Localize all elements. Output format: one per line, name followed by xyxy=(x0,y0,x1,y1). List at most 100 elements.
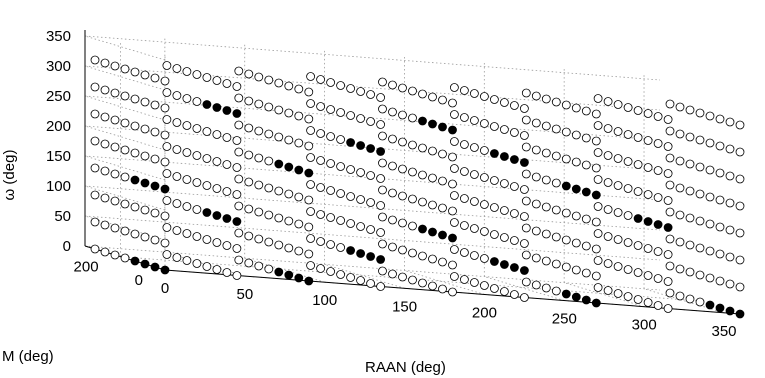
selected-point xyxy=(150,181,160,191)
data-point xyxy=(408,140,417,150)
data-point xyxy=(254,72,264,82)
data-point xyxy=(408,167,417,177)
data-point xyxy=(274,78,284,88)
data-point xyxy=(234,147,244,157)
data-point xyxy=(448,206,457,216)
data-point xyxy=(499,179,509,188)
data-point xyxy=(541,202,551,212)
data-point xyxy=(378,158,387,168)
data-point xyxy=(202,235,212,244)
data-point xyxy=(735,147,745,157)
data-point xyxy=(182,202,192,211)
data-point xyxy=(244,177,254,187)
data-point xyxy=(448,260,457,270)
data-point xyxy=(521,277,531,287)
data-point xyxy=(499,233,509,242)
data-point xyxy=(469,143,479,152)
data-point xyxy=(192,124,202,133)
data-point xyxy=(695,216,705,226)
data-point xyxy=(234,66,244,76)
data-point xyxy=(140,97,150,107)
data-point xyxy=(140,205,150,215)
data-point xyxy=(150,100,160,110)
data-point xyxy=(378,131,387,141)
data-point xyxy=(735,174,745,184)
selected-point xyxy=(499,152,509,161)
selected-point xyxy=(428,227,437,237)
data-point xyxy=(653,166,663,175)
data-point xyxy=(182,175,192,184)
data-point xyxy=(90,109,100,119)
data-point xyxy=(725,225,735,235)
data-point xyxy=(449,164,459,173)
data-point xyxy=(593,202,603,211)
data-point xyxy=(705,111,715,121)
data-point xyxy=(284,216,294,226)
data-point xyxy=(633,187,643,196)
data-point xyxy=(306,180,316,189)
data-point xyxy=(398,245,407,255)
data-point xyxy=(274,132,284,142)
data-point xyxy=(521,196,531,206)
data-point xyxy=(234,174,244,184)
data-point xyxy=(469,278,479,287)
selected-point xyxy=(130,175,140,185)
data-points xyxy=(90,55,745,319)
data-point xyxy=(304,195,314,205)
data-point xyxy=(316,264,326,273)
data-point xyxy=(398,191,407,201)
data-point xyxy=(675,102,685,112)
data-point xyxy=(541,94,551,104)
data-point xyxy=(653,247,663,256)
data-point xyxy=(346,111,356,120)
selected-point xyxy=(653,220,663,229)
selected-point xyxy=(438,122,447,132)
data-point xyxy=(366,117,376,126)
data-point xyxy=(715,249,725,259)
data-point xyxy=(336,189,346,198)
data-point xyxy=(551,205,561,215)
data-point xyxy=(254,126,264,136)
data-point xyxy=(438,284,447,294)
data-point xyxy=(663,142,673,151)
data-point xyxy=(613,262,623,271)
x-tick-label: 100 xyxy=(312,292,337,309)
data-point xyxy=(418,89,427,99)
data-point xyxy=(489,230,499,239)
data-point xyxy=(356,195,366,204)
data-point xyxy=(234,201,244,211)
data-point xyxy=(541,229,551,239)
data-point xyxy=(633,106,643,115)
data-point xyxy=(459,86,469,95)
data-point xyxy=(398,164,407,174)
data-point xyxy=(202,154,212,163)
data-point xyxy=(326,132,336,141)
data-point xyxy=(90,163,100,173)
data-point xyxy=(140,232,150,242)
selected-point xyxy=(725,306,735,316)
data-point xyxy=(665,180,675,190)
data-point xyxy=(521,169,531,179)
data-point xyxy=(376,201,386,210)
data-point xyxy=(234,228,244,238)
data-point xyxy=(653,112,663,121)
data-point xyxy=(715,222,725,232)
data-point xyxy=(222,133,232,142)
data-point xyxy=(449,83,459,92)
data-point xyxy=(428,200,437,210)
gridline-back-omega xyxy=(84,185,661,231)
data-point xyxy=(685,240,695,250)
data-point xyxy=(695,108,705,118)
data-point xyxy=(541,175,551,185)
data-point xyxy=(591,136,601,146)
gridline-floor-m xyxy=(120,256,696,302)
data-point xyxy=(264,129,274,139)
data-point xyxy=(685,105,695,115)
data-point xyxy=(685,294,695,304)
data-point xyxy=(378,185,387,195)
data-point xyxy=(603,151,613,160)
data-point xyxy=(222,187,232,196)
gridline-back-omega xyxy=(84,65,661,111)
data-point xyxy=(449,245,459,254)
data-point xyxy=(531,253,541,263)
